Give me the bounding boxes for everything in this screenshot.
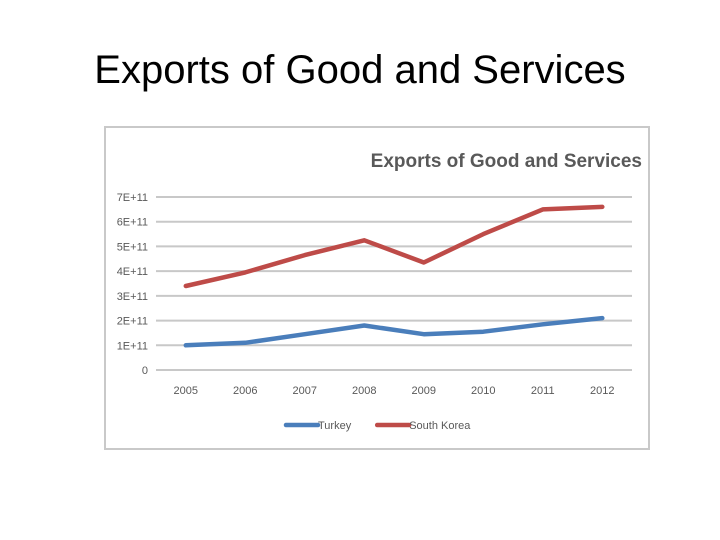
x-tick-label: 2010 [471, 385, 495, 397]
x-tick-label: 2012 [590, 385, 614, 397]
y-tick-label: 7E+11 [117, 192, 148, 204]
series-lines [183, 204, 605, 348]
y-tick-label: 1E+11 [117, 340, 148, 352]
legend-item-south-korea: South Korea [374, 420, 471, 432]
x-tick-label: 2011 [531, 385, 555, 397]
legend-item-turkey: Turkey [283, 420, 352, 432]
y-tick-label: 4E+11 [117, 266, 148, 278]
x-tick-label: 2005 [174, 385, 198, 397]
x-tick-label: 2007 [293, 385, 317, 397]
chart-title: Exports of Good and Services [371, 151, 642, 172]
legend: Turkey South Korea [283, 420, 471, 432]
legend-label: Turkey [318, 420, 352, 432]
line-chart: 0 1E+11 2E+11 3E+11 4E+11 5E+11 6E+11 7E+11 2005… [117, 151, 642, 432]
y-tick-label: 6E+11 [117, 217, 148, 229]
x-tick-label: 2009 [412, 385, 436, 397]
y-tick-label: 2E+11 [117, 316, 148, 328]
axes: 0 1E+11 2E+11 3E+11 4E+11 5E+11 6E+11 7E+11 2005… [117, 192, 615, 397]
slide-title: Exports of Good and Services [94, 48, 626, 92]
y-tick-label: 0 [142, 365, 148, 377]
y-tick-label: 5E+11 [117, 241, 148, 253]
x-tick-label: 2008 [352, 385, 376, 397]
series-line-south-korea [183, 204, 605, 289]
y-tick-label: 3E+11 [117, 291, 148, 303]
chart-frame: 0 1E+11 2E+11 3E+11 4E+11 5E+11 6E+11 7E+11 2005… [104, 126, 650, 450]
legend-label: South Korea [409, 420, 471, 432]
series-line-turkey [183, 315, 605, 348]
x-tick-label: 2006 [233, 385, 257, 397]
